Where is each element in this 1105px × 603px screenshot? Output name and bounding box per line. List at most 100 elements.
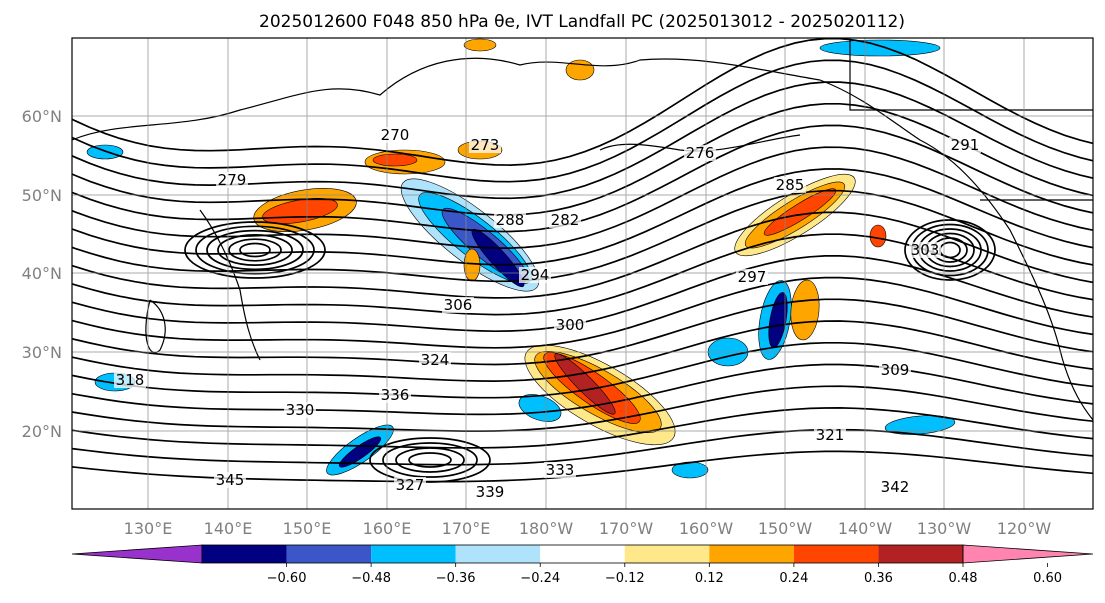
theta-e-contour — [184, 221, 326, 279]
colorbar-segment — [286, 545, 372, 563]
theta-e-contour — [72, 320, 1093, 382]
negative-ivt-region — [819, 39, 941, 57]
contour-label: 300 — [556, 316, 585, 334]
positive-ivt-region — [763, 188, 837, 236]
contour-label-bg — [394, 477, 426, 493]
contour-label: 270 — [381, 126, 410, 144]
contour-label-bg — [774, 177, 806, 193]
colorbar-extend-high — [962, 544, 1094, 564]
theta-e-contour — [72, 407, 1093, 449]
contour-label: 297 — [738, 268, 767, 286]
contour-label: 279 — [218, 171, 247, 189]
lon-label: 150°E — [283, 519, 332, 538]
theta-e-contour — [72, 341, 1093, 399]
contour-label: 282 — [551, 211, 580, 229]
coastlines — [72, 38, 1093, 421]
contour-label-bg — [474, 484, 506, 500]
theta-e-contour — [195, 225, 315, 275]
contour-label-bg — [419, 352, 451, 368]
contour-label: 339 — [476, 483, 505, 501]
contour-label-bg — [736, 269, 768, 285]
colorbar-tick-label: −0.24 — [520, 571, 560, 586]
contour-labels: 270 273 276 279 282 285 288 291 294 297 300 303 306 3… — [114, 126, 981, 501]
colorbar: −0.60 −0.48 −0.36 −0.24 −0.12 0.12 0.24 0.36 0.4… — [71, 544, 1094, 586]
contour-label: 273 — [471, 136, 500, 154]
contour-label-bg — [549, 212, 581, 228]
colorbar-segment — [709, 545, 794, 563]
lon-label: 160°E — [363, 519, 412, 538]
colorbar-segment — [371, 545, 456, 563]
lat-lon-gridlines — [72, 38, 1093, 509]
theta-e-contour — [72, 102, 1093, 216]
lon-label: 130°E — [124, 519, 173, 538]
colorbar-tick-label: 0.48 — [949, 571, 978, 586]
contour-label-bg — [879, 479, 911, 495]
contour-label: 291 — [951, 136, 980, 154]
colorbar-tick-label: 0.60 — [1033, 571, 1062, 586]
contour-label-bg — [814, 427, 846, 443]
contour-label: 306 — [444, 296, 473, 314]
contour-label-bg — [684, 145, 716, 161]
lon-label: 160°W — [679, 519, 734, 538]
contour-label: 321 — [816, 426, 845, 444]
coastline — [599, 134, 801, 152]
theta-e-contour — [72, 189, 1093, 283]
contour-label: 276 — [686, 144, 715, 162]
contour-label-bg — [909, 242, 941, 258]
latitude-labels: 60°N 50°N 40°N 30°N 20°N — [22, 107, 62, 441]
contour-label-bg — [494, 212, 526, 228]
theta-e-contour — [228, 238, 282, 262]
colorbar-segment — [624, 545, 710, 563]
contour-label: 330 — [286, 401, 315, 419]
colorbar-tick-label: 0.36 — [864, 571, 893, 586]
theta-e-contour — [72, 363, 1093, 416]
theta-e-contour — [206, 229, 304, 271]
lat-label: 30°N — [22, 343, 62, 362]
coastline — [849, 38, 1093, 111]
coastline — [145, 299, 166, 353]
colorbar-tick-label: −0.36 — [436, 571, 476, 586]
colorbar-frame — [201, 544, 964, 564]
contour-label: 285 — [776, 176, 805, 194]
positive-ivt-region — [790, 279, 820, 341]
theta-e-contour — [72, 385, 1093, 432]
lon-label: 180°W — [519, 519, 574, 538]
coastline — [819, 79, 1093, 421]
colorbar-extend-low — [71, 544, 203, 564]
colorbar-segment — [202, 545, 287, 563]
lon-label: 140°E — [204, 519, 253, 538]
lon-label: 140°W — [838, 519, 893, 538]
colorbar-tick-label: −0.12 — [605, 571, 645, 586]
contour-label: 303 — [911, 241, 940, 259]
lat-label: 20°N — [22, 422, 62, 441]
contour-label: 336 — [381, 386, 410, 404]
lon-label: 130°W — [917, 519, 972, 538]
theta-e-contour — [72, 168, 1093, 266]
contour-label: 318 — [116, 371, 145, 389]
theta-e-contour — [72, 59, 1093, 183]
theta-e-contour — [395, 447, 465, 473]
colorbar-tick-label: 0.24 — [779, 571, 808, 586]
colorbar-tick-label: −0.48 — [351, 571, 391, 586]
positive-ivt-region — [869, 224, 887, 248]
contour-label-bg — [379, 387, 411, 403]
lat-label: 50°N — [22, 186, 62, 205]
contour-label-bg — [469, 137, 501, 153]
map-frame — [71, 37, 1094, 510]
theta-e-contour — [72, 428, 1093, 466]
contour-label-bg — [114, 372, 146, 388]
contour-label-bg — [442, 297, 474, 313]
lon-label: 120°W — [997, 519, 1052, 538]
lat-label: 40°N — [22, 264, 62, 283]
theta-e-contour — [72, 38, 1093, 166]
theta-e-contour — [382, 442, 478, 478]
lat-label: 60°N — [22, 107, 62, 126]
lon-label: 170°W — [599, 519, 654, 538]
contour-label-bg — [284, 402, 316, 418]
contour-label-bg — [519, 267, 551, 283]
positive-ivt-region — [372, 153, 418, 167]
coastline — [72, 57, 821, 141]
negative-ivt-region — [518, 394, 562, 422]
colorbar-tick-label: −0.60 — [267, 571, 307, 586]
contour-label: 333 — [546, 461, 575, 479]
